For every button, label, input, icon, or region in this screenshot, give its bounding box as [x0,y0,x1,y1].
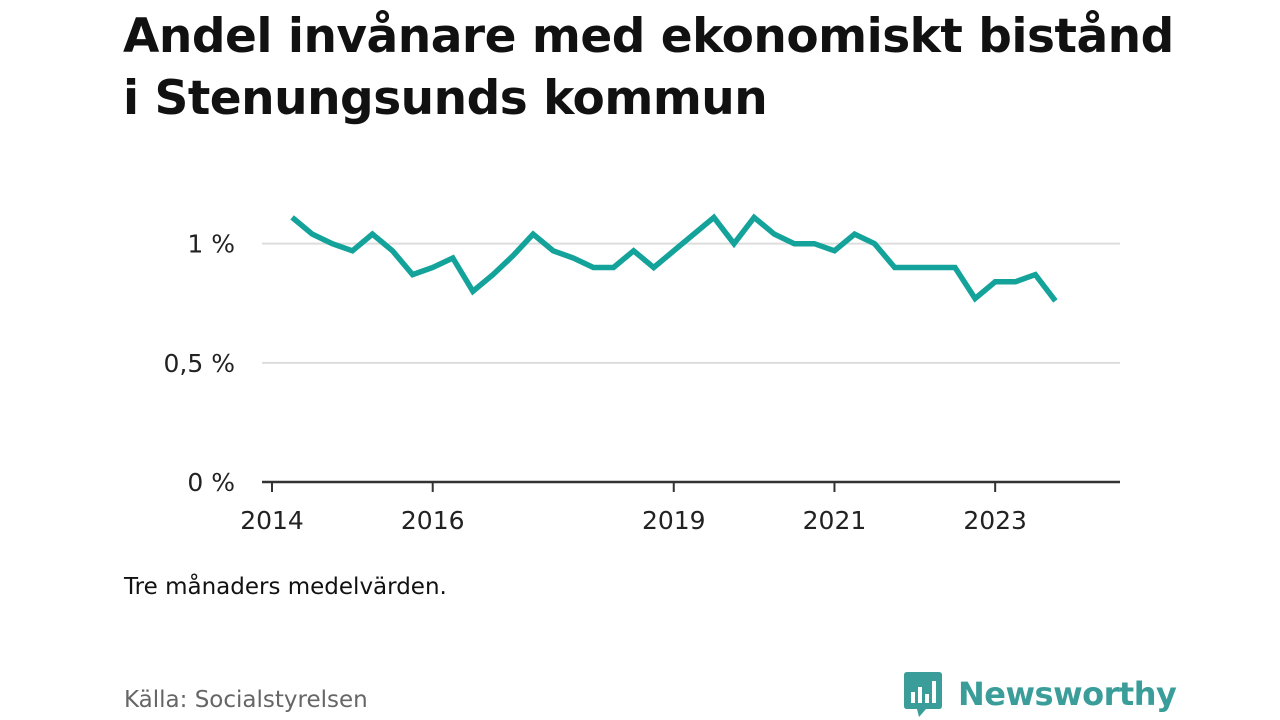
x-tick-label: 2021 [803,506,867,535]
grid-lines [262,242,1120,364]
y-tick-label: 0,5 % [164,349,235,378]
series-layer [290,213,1058,303]
x-tick-label: 2014 [240,506,304,535]
source-text: Källa: Socialstyrelsen [124,687,368,713]
x-tick-label: 2019 [642,506,706,535]
chart-subtitle: Tre månaders medelvärden. [124,574,447,600]
brand-name: Newsworthy [958,675,1177,713]
x-axis-labels: 2014 2016 2019 2021 2023 [240,506,1027,535]
x-tick-label: 2023 [963,506,1027,535]
y-tick-label: 0 % [187,468,235,497]
series-line [290,213,1058,303]
brand-logo: Newsworthy [902,670,1177,718]
y-tick-label: 1 % [187,230,235,259]
y-axis-labels: 0 % 0,5 % 1 % [164,230,235,497]
chart-title: Andel invånare med ekonomiskt bistånd i … [123,9,1174,126]
x-tick-label: 2016 [401,506,465,535]
data-points [289,215,1058,304]
bar-chart-bubble-icon [904,672,942,717]
x-axis [262,480,1120,492]
